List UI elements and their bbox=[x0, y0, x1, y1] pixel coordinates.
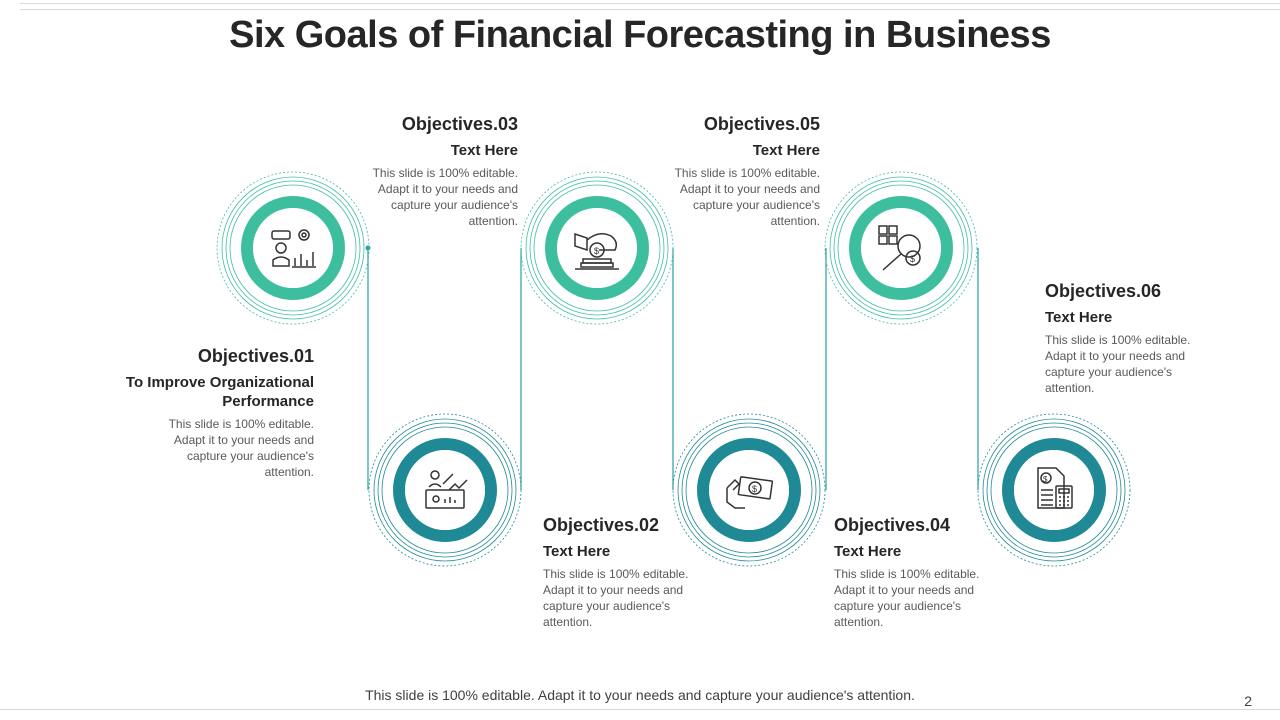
coins-investment-icon: $ bbox=[574, 232, 619, 270]
objective-02-text: Objectives.02 Text Here This slide is 10… bbox=[543, 515, 693, 630]
top-rule bbox=[20, 9, 1280, 10]
hand-money-icon: $ bbox=[726, 476, 774, 509]
objective-subtitle: To Improve Organizational Performance bbox=[125, 374, 314, 410]
connector-dot bbox=[365, 245, 371, 251]
svg-text:$: $ bbox=[594, 246, 599, 256]
businessman-growth-chart-icon bbox=[271, 229, 316, 268]
presentation-board-icon bbox=[425, 470, 468, 509]
objective-heading: Objectives.03 bbox=[401, 114, 518, 134]
objective-body: This slide is 100% editable. Adapt it to… bbox=[1045, 333, 1191, 395]
objective-04-text: Objectives.04 Text Here This slide is 10… bbox=[834, 515, 984, 630]
objective-body: This slide is 100% editable. Adapt it to… bbox=[372, 166, 518, 228]
objective-heading: Objectives.05 bbox=[703, 114, 820, 134]
objective-subtitle: Text Here bbox=[450, 142, 518, 159]
node-objective-03 bbox=[520, 171, 674, 325]
objective-heading: Objectives.04 bbox=[834, 515, 951, 535]
objective-heading: Objectives.06 bbox=[1045, 281, 1162, 301]
objective-subtitle: Text Here bbox=[834, 543, 902, 560]
objective-subtitle: Text Here bbox=[1045, 309, 1113, 326]
objective-body: This slide is 100% editable. Adapt it to… bbox=[543, 567, 689, 629]
objective-06-text: Objectives.06 Text Here This slide is 10… bbox=[1045, 281, 1195, 396]
objective-03-text: Objectives.03 Text Here This slide is 10… bbox=[368, 114, 518, 229]
bottom-rule bbox=[0, 709, 1280, 710]
objective-body: This slide is 100% editable. Adapt it to… bbox=[674, 166, 820, 228]
invoice-calculator-icon: $ bbox=[1037, 467, 1073, 509]
slide-title: Six Goals of Financial Forecasting in Bu… bbox=[229, 14, 1051, 56]
objective-body: This slide is 100% editable. Adapt it to… bbox=[834, 567, 980, 629]
svg-text:$: $ bbox=[1043, 475, 1048, 484]
objective-body: This slide is 100% editable. Adapt it to… bbox=[168, 417, 314, 479]
objective-heading: Objectives.02 bbox=[543, 515, 660, 535]
top-rule bbox=[20, 3, 1280, 4]
svg-text:$: $ bbox=[910, 254, 915, 264]
calculator-magnifier-icon: $ bbox=[878, 225, 921, 271]
page-number: 2 bbox=[1244, 693, 1252, 709]
footer-note: This slide is 100% editable. Adapt it to… bbox=[365, 687, 915, 703]
objective-01-text: Objectives.01 To Improve Organizational … bbox=[94, 346, 314, 480]
node-objective-06 bbox=[977, 413, 1131, 567]
svg-text:$: $ bbox=[752, 484, 757, 494]
objective-subtitle: Text Here bbox=[543, 543, 611, 560]
node-objective-05 bbox=[824, 171, 978, 325]
objective-subtitle: Text Here bbox=[752, 142, 820, 159]
node-objective-01 bbox=[216, 171, 370, 325]
objective-heading: Objectives.01 bbox=[197, 346, 314, 366]
connector-lines bbox=[367, 248, 979, 490]
objective-05-text: Objectives.05 Text Here This slide is 10… bbox=[670, 114, 820, 229]
